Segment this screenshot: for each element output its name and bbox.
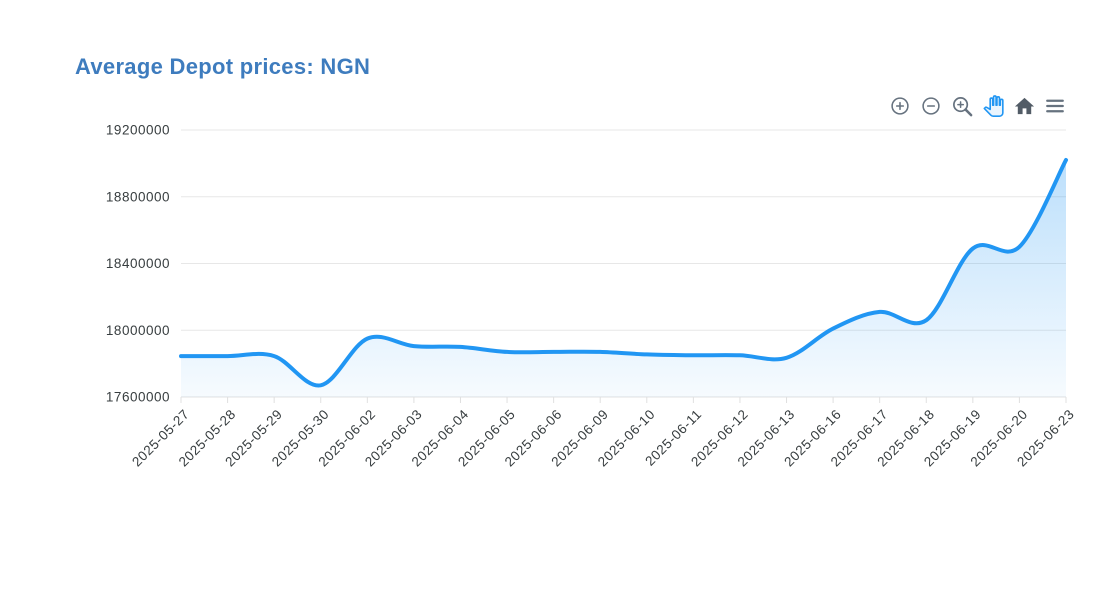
y-axis-label: 17600000 [106,390,170,405]
area-fill [181,160,1066,397]
selection-zoom-icon[interactable] [950,93,974,119]
menu-icon[interactable] [1043,93,1067,119]
zoom-in-icon[interactable] [888,93,912,119]
y-axis-label: 18000000 [106,323,170,338]
y-axis-label: 18800000 [106,189,170,204]
price-area-chart[interactable]: 17600000 18000000 18400000 18800000 19200000… [0,120,1120,599]
y-axis-label: 18400000 [106,256,170,271]
home-icon[interactable] [1012,93,1036,119]
page-title: Average Depot prices: NGN [75,54,371,79]
pan-icon[interactable] [981,93,1005,119]
zoom-out-icon[interactable] [919,93,943,119]
price-line [179,158,1068,388]
y-axis-label: 19200000 [106,123,170,138]
chart-area: 17600000 18000000 18400000 18800000 19200000… [0,120,1120,599]
chart-toolbar [888,93,1067,119]
